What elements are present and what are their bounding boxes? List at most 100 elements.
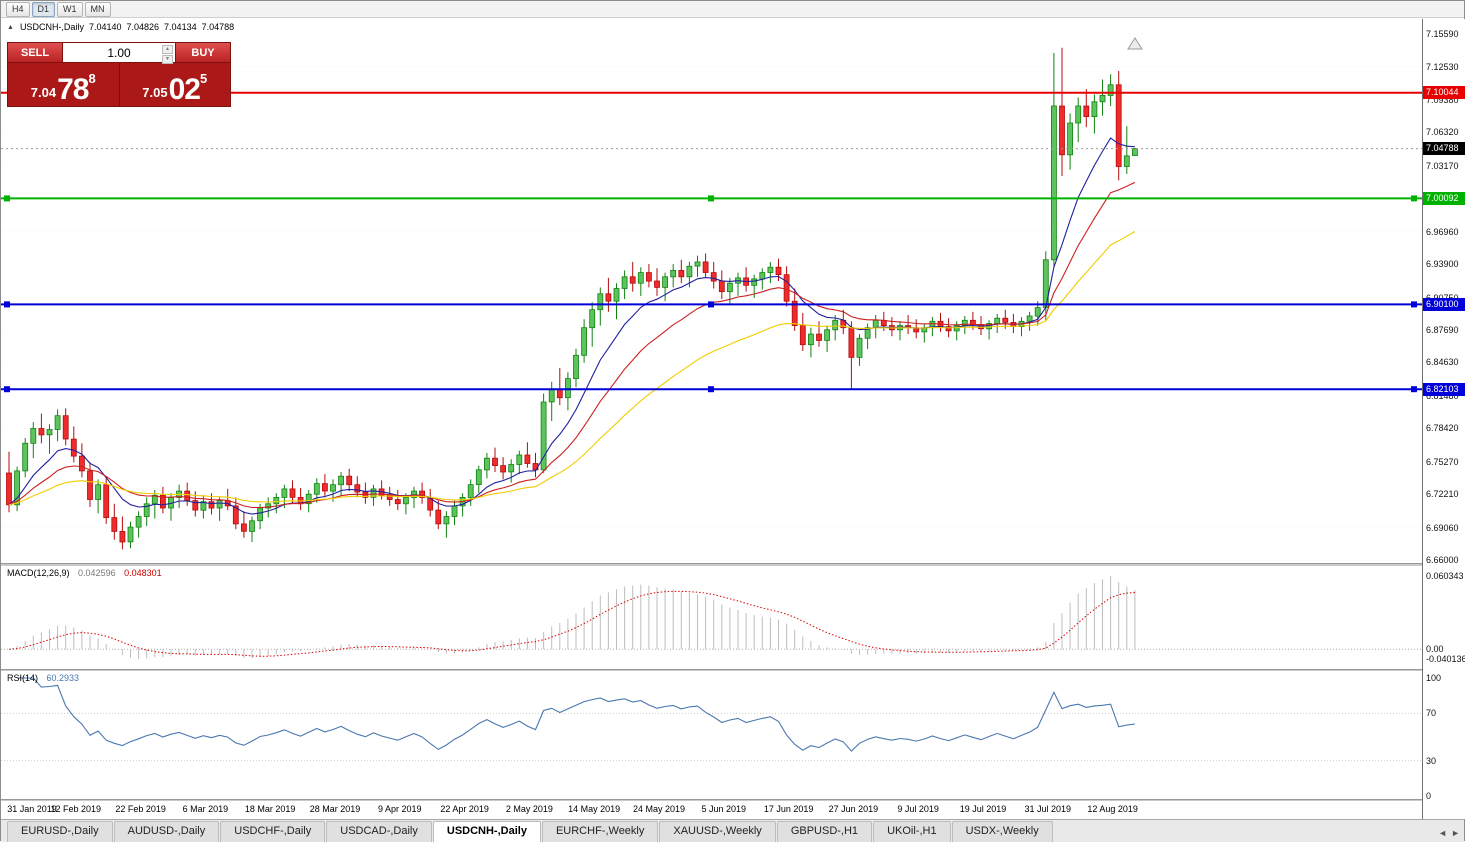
- chart-tab-xauusd-weekly[interactable]: XAUUSD-,Weekly: [659, 821, 776, 842]
- price-axis-label: 100: [1426, 673, 1442, 683]
- chart-tab-gbpusd-h1[interactable]: GBPUSD-,H1: [776, 821, 873, 842]
- chart-tabs-bar: EURUSD-,Daily AUDUSD-,Daily USDCHF-,Daily U…: [1, 819, 1464, 842]
- price-axis-label: 6.87690: [1426, 324, 1459, 335]
- buy-button[interactable]: BUY: [175, 42, 231, 63]
- price-axis[interactable]: 7.15590 7.12530 7.09380 7.06320 7.03170 6.969…: [1422, 19, 1465, 819]
- price-axis-label: 6.75270: [1426, 456, 1459, 467]
- date-axis-label: 19 Jul 2019: [959, 804, 1007, 814]
- buy-price-big: 02: [168, 73, 201, 106]
- chart-tab-ukoil-h1[interactable]: UKOil-,H1: [873, 821, 951, 842]
- buy-price-prefix: 7.05: [142, 85, 168, 100]
- tab-scroll-controls: ◄ ►: [1438, 828, 1460, 838]
- chart-tab-audusd-daily[interactable]: AUDUSD-,Daily: [113, 821, 220, 842]
- date-axis-label: 5 Jun 2019: [701, 804, 747, 814]
- timeframe-toolbar: H4 D1 W1 MN: [1, 1, 1464, 18]
- ohlc-low: 7.04134: [164, 22, 197, 32]
- price-axis-label: 0.00: [1426, 644, 1444, 655]
- price-axis-label: 6.72210: [1426, 489, 1459, 500]
- price-axis-label: 7.03170: [1426, 160, 1459, 171]
- volume-up-button[interactable]: ▲: [162, 45, 173, 54]
- ohlc-close: 7.04788: [201, 22, 235, 32]
- price-axis-label: 0.060343: [1426, 571, 1464, 581]
- chart-tab-usdx-weekly[interactable]: USDX-,Weekly: [951, 821, 1053, 842]
- date-axis-label: 6 Mar 2019: [182, 804, 229, 814]
- chart-ohlc-header: ▲ USDCNH-,Daily 7.04140 7.04826 7.04134 …: [7, 22, 234, 32]
- macd-panel-canvas[interactable]: [1, 566, 1422, 669]
- sell-price-prefix: 7.04: [30, 85, 57, 100]
- date-axis-label: 9 Apr 2019: [378, 804, 422, 814]
- price-badge: 6.82103: [1423, 382, 1465, 396]
- date-axis-label: 17 Jun 2019: [763, 804, 814, 814]
- price-axis-label: -0.040136: [1426, 654, 1465, 664]
- tab-scroll-right[interactable]: ►: [1451, 828, 1460, 838]
- date-axis-label: 22 Feb 2019: [115, 804, 166, 814]
- time-axis[interactable]: 31 Jan 2019 12 Feb 2019 22 Feb 2019 6 Mar 2…: [1, 801, 1422, 819]
- date-axis-label: 27 Jun 2019: [828, 804, 879, 814]
- price-axis-label: 7.12530: [1426, 61, 1459, 72]
- rsi-header: RSI(14) 60.2933: [7, 673, 85, 683]
- timeframe-button-mn[interactable]: MN: [84, 1, 111, 17]
- sell-price-display[interactable]: 7.04 78 8: [8, 63, 120, 106]
- panel-separator[interactable]: [1, 563, 1465, 566]
- date-axis-label: 31 Jul 2019: [1024, 804, 1072, 814]
- price-axis-label: 6.78420: [1426, 423, 1459, 434]
- price-axis-label: 6.69060: [1426, 522, 1459, 533]
- price-axis-label: 30: [1426, 755, 1437, 766]
- price-badge: 7.04788: [1423, 142, 1465, 156]
- rsi-value: 60.2933: [46, 673, 80, 683]
- price-axis-label: 7.15590: [1426, 29, 1459, 39]
- one-click-trading-panel: SELL ▲ ▼ BUY 7.04 78 8 7.05 02 5: [7, 42, 231, 107]
- date-axis-label: 28 Mar 2019: [309, 804, 361, 814]
- buy-price-display[interactable]: 7.05 02 5: [120, 63, 231, 106]
- date-axis-label: 14 May 2019: [568, 804, 621, 814]
- price-axis-label: 70: [1426, 708, 1437, 719]
- price-badge: 7.10044: [1423, 86, 1465, 100]
- volume-input[interactable]: [87, 45, 151, 60]
- date-axis-label: 22 Apr 2019: [440, 804, 489, 814]
- price-axis-label: 6.84630: [1426, 357, 1459, 368]
- panel-separator[interactable]: [1, 799, 1465, 801]
- volume-box: ▲ ▼: [63, 42, 175, 64]
- date-axis-label: 2 May 2019: [505, 804, 553, 814]
- ohlc-open: 7.04140: [88, 22, 122, 32]
- date-axis-label: 12 Aug 2019: [1087, 804, 1138, 814]
- timeframe-button-w1[interactable]: W1: [57, 1, 83, 17]
- main-chart-canvas[interactable]: [1, 19, 1422, 563]
- chart-tab-eurusd-daily[interactable]: EURUSD-,Daily: [7, 821, 113, 842]
- sell-button[interactable]: SELL: [7, 42, 63, 63]
- chart-symbol-period: USDCNH-,Daily: [19, 22, 84, 32]
- price-axis-label: 7.09380: [1426, 94, 1459, 105]
- sell-price-big: 78: [57, 73, 89, 106]
- price-axis-label: 0: [1426, 791, 1432, 801]
- date-axis-label: 9 Jul 2019: [897, 804, 939, 814]
- rsi-panel-canvas[interactable]: [1, 671, 1422, 799]
- rsi-label: RSI(14): [7, 673, 39, 683]
- date-axis-label: 31 Jan 2019: [7, 804, 57, 814]
- price-axis-label: 6.81480: [1426, 390, 1459, 401]
- panel-separator[interactable]: [1, 669, 1465, 671]
- price-axis-label: 6.96960: [1426, 226, 1459, 237]
- macd-label: MACD(12,26,9): [7, 568, 70, 578]
- timeframe-button-d1[interactable]: D1: [31, 1, 56, 17]
- chart-tab-usdcad-daily[interactable]: USDCAD-,Daily: [326, 821, 432, 842]
- date-axis-label: 24 May 2019: [632, 804, 686, 814]
- date-axis-label: 18 Mar 2019: [244, 804, 296, 814]
- tab-scroll-left[interactable]: ◄: [1438, 828, 1448, 838]
- price-axis-label: 6.66000: [1426, 555, 1459, 565]
- price-axis-label: 6.90750: [1426, 293, 1459, 303]
- price-axis-label: 6.93900: [1426, 259, 1459, 270]
- timeframe-button-h4[interactable]: H4: [6, 1, 30, 17]
- chart-tab-usdcnh-daily[interactable]: USDCNH-,Daily: [432, 821, 541, 842]
- macd-signal-value: 0.048301: [124, 568, 162, 578]
- price-badge: 6.90100: [1423, 297, 1465, 311]
- price-badge: 7.00092: [1423, 191, 1465, 205]
- date-axis-label: 12 Feb 2019: [50, 804, 102, 814]
- buy-price-sup: 5: [199, 71, 208, 86]
- chart-tab-usdchf-daily[interactable]: USDCHF-,Daily: [220, 821, 326, 842]
- one-click-collapse-arrow[interactable]: ▲: [7, 23, 14, 31]
- sell-price-sup: 8: [88, 71, 96, 86]
- ohlc-high: 7.04826: [126, 22, 160, 32]
- volume-down-button[interactable]: ▼: [162, 55, 173, 64]
- chart-tab-eurchf-weekly[interactable]: EURCHF-,Weekly: [541, 821, 659, 842]
